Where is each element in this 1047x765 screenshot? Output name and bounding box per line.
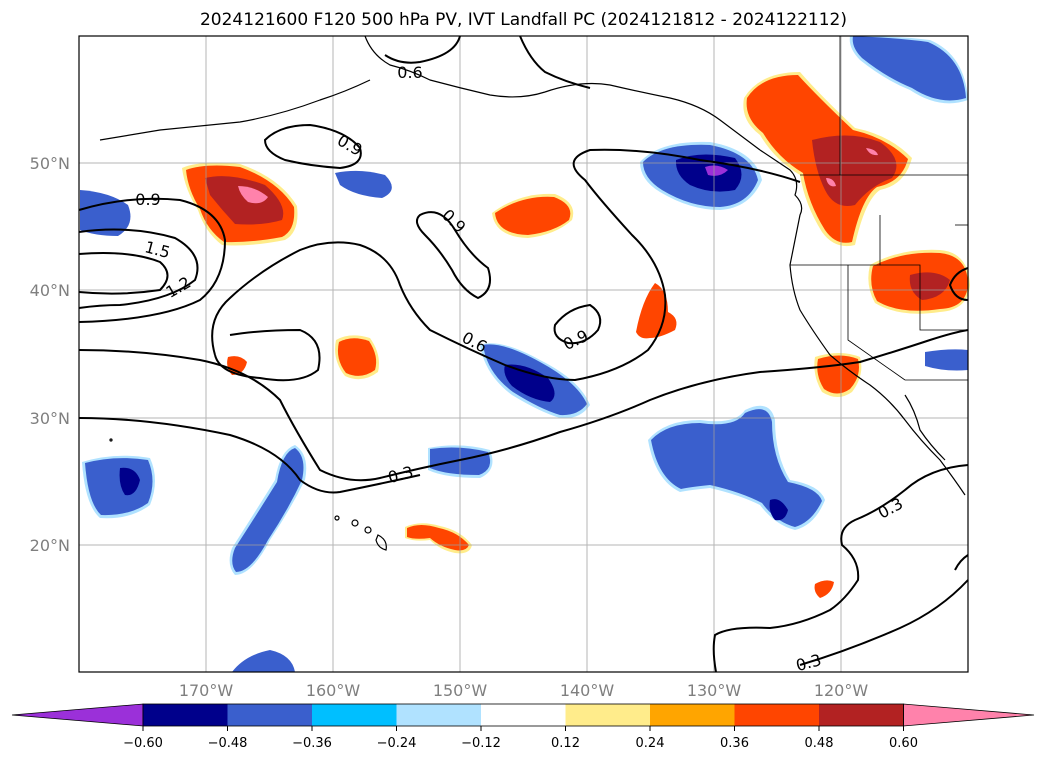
colorbar-tick-label: 0.24 <box>636 736 665 751</box>
lat-tick: 50°N <box>30 154 70 173</box>
state-borders <box>790 36 968 381</box>
colorbar-segment <box>227 704 313 726</box>
colorbar-segment <box>819 704 904 726</box>
shade-negative-region <box>705 165 728 176</box>
lon-tick: 140°W <box>560 681 615 700</box>
colorbar-tick-label: −0.24 <box>377 736 417 751</box>
colorbar-segment <box>481 704 566 726</box>
lon-tick: 120°W <box>814 681 869 700</box>
lat-tick: 40°N <box>30 281 70 300</box>
shade-negative-region <box>232 650 295 672</box>
map-frame <box>78 35 969 673</box>
map-title: 2024121600 F120 500 hPa PV, IVT Landfall… <box>199 10 847 30</box>
shade-negative-region <box>504 364 555 402</box>
contour-label: 0.3 <box>386 462 416 487</box>
colorbar-tick-label: −0.12 <box>461 736 501 751</box>
contour-label: 0.6 <box>397 63 422 82</box>
colorbar-tick-label: 0.12 <box>551 736 580 751</box>
colorbar-segment <box>312 704 397 726</box>
lon-tick-labels: 170°W 160°W 150°W 140°W 130°W 120°W <box>179 681 869 700</box>
contour-label: 0.9 <box>438 205 469 236</box>
colorbar-frame <box>142 703 904 727</box>
lat-tick: 30°N <box>30 409 70 428</box>
colorbar-tick-label: −0.48 <box>208 736 248 751</box>
shade-positive-region <box>238 186 268 204</box>
shade-positive-region <box>337 338 377 376</box>
colorbar-segment <box>565 704 651 726</box>
contour-label: 0.9 <box>135 190 160 209</box>
lon-tick: 130°W <box>687 681 742 700</box>
shade-negative-region <box>852 36 966 101</box>
shade-negative-region <box>925 349 968 371</box>
shade-positive-region <box>814 580 834 598</box>
contour-label: 0.3 <box>875 494 906 523</box>
colorbar-segment <box>650 704 735 726</box>
colorbar-segment <box>143 704 228 726</box>
shade-positive-region <box>817 355 859 394</box>
pc-shading <box>80 36 970 672</box>
shade-positive-region <box>407 525 469 551</box>
colorbar-arrow-high <box>903 703 1035 727</box>
coastlines <box>99 35 966 551</box>
lat-tick-labels: 20°N 30°N 40°N 50°N <box>30 154 70 555</box>
colorbar: −0.60 −0.48 −0.36 −0.24 −0.12 0.12 0.24 0.36 0.4… <box>11 703 1035 751</box>
colorbar-tick-label: −0.60 <box>123 736 163 751</box>
map-gridlines <box>79 36 968 672</box>
lon-tick: 150°W <box>433 681 488 700</box>
colorbar-tick-label: 0.60 <box>889 736 918 751</box>
ivt-contours <box>78 35 969 673</box>
shade-positive-region <box>636 283 677 339</box>
lon-tick: 170°W <box>179 681 234 700</box>
lon-tick: 160°W <box>306 681 361 700</box>
colorbar-tick-label: 0.48 <box>805 736 834 751</box>
colorbar-segment <box>396 704 482 726</box>
shade-negative-region <box>651 409 822 527</box>
colorbar-arrow-low <box>11 703 144 727</box>
colorbar-tick-label: 0.36 <box>720 736 749 751</box>
shade-negative-region <box>769 499 788 521</box>
lat-tick: 20°N <box>30 536 70 555</box>
shade-positive-region <box>826 178 836 187</box>
colorbar-tick-label: −0.36 <box>292 736 332 751</box>
shade-negative-region <box>232 448 304 572</box>
shade-positive-region <box>866 148 878 156</box>
shade-negative-region <box>85 458 153 516</box>
shade-positive-region <box>205 176 284 225</box>
shade-negative-region <box>119 467 140 496</box>
colorbar-segment <box>734 704 820 726</box>
shade-negative-region <box>335 170 392 198</box>
shade-positive-region <box>495 196 571 235</box>
